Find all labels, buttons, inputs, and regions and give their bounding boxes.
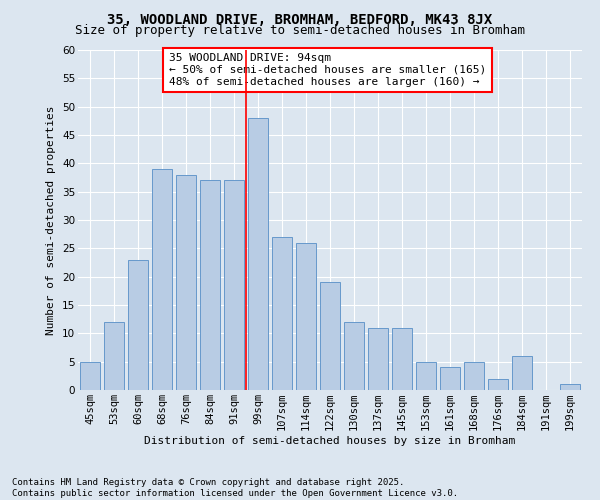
Y-axis label: Number of semi-detached properties: Number of semi-detached properties bbox=[46, 106, 56, 335]
Bar bbox=[296, 242, 316, 390]
Bar bbox=[104, 322, 124, 390]
Bar bbox=[272, 237, 292, 390]
Text: 35, WOODLAND DRIVE, BROMHAM, BEDFORD, MK43 8JX: 35, WOODLAND DRIVE, BROMHAM, BEDFORD, MK… bbox=[107, 12, 493, 26]
Bar bbox=[392, 328, 412, 390]
X-axis label: Distribution of semi-detached houses by size in Bromham: Distribution of semi-detached houses by … bbox=[145, 436, 515, 446]
Bar bbox=[224, 180, 244, 390]
Bar bbox=[440, 368, 460, 390]
Bar bbox=[464, 362, 484, 390]
Bar bbox=[488, 378, 508, 390]
Bar bbox=[80, 362, 100, 390]
Bar bbox=[176, 174, 196, 390]
Bar bbox=[128, 260, 148, 390]
Bar bbox=[368, 328, 388, 390]
Text: Contains HM Land Registry data © Crown copyright and database right 2025.
Contai: Contains HM Land Registry data © Crown c… bbox=[12, 478, 458, 498]
Bar bbox=[248, 118, 268, 390]
Bar bbox=[344, 322, 364, 390]
Bar bbox=[512, 356, 532, 390]
Text: 35 WOODLAND DRIVE: 94sqm
← 50% of semi-detached houses are smaller (165)
48% of : 35 WOODLAND DRIVE: 94sqm ← 50% of semi-d… bbox=[169, 54, 486, 86]
Bar bbox=[560, 384, 580, 390]
Bar bbox=[320, 282, 340, 390]
Text: Size of property relative to semi-detached houses in Bromham: Size of property relative to semi-detach… bbox=[75, 24, 525, 37]
Bar bbox=[416, 362, 436, 390]
Bar bbox=[152, 169, 172, 390]
Bar bbox=[200, 180, 220, 390]
